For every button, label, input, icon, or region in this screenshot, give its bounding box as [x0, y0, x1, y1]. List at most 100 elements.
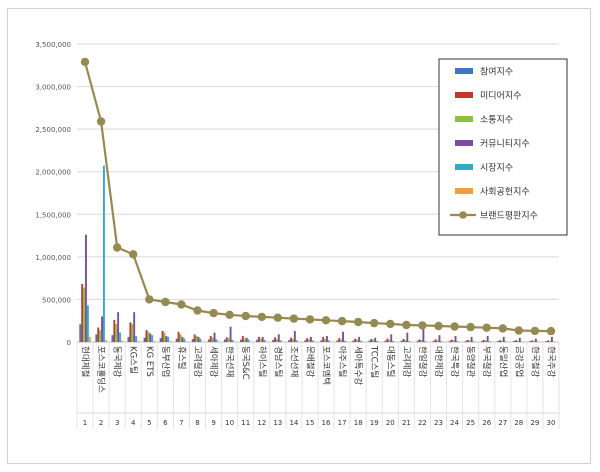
- bar-1-24: [448, 340, 451, 342]
- rank-label: 7: [179, 419, 183, 427]
- rank-label: 29: [530, 419, 539, 427]
- bar-4-22: [422, 329, 425, 342]
- line-point-16: [321, 316, 331, 325]
- x-tick-label: 동국제강: [112, 346, 123, 377]
- bar-3-15: [308, 339, 310, 342]
- bar-5-12: [263, 339, 266, 342]
- x-tick-label: 동일산업: [497, 346, 508, 377]
- bar-5-25: [472, 341, 475, 342]
- bar-5-14: [295, 340, 298, 342]
- legend-label: 미디어지수: [480, 91, 521, 102]
- bar-6-3: [120, 340, 123, 342]
- bar-1-7: [175, 338, 178, 342]
- legend-label: 브랜드평판지수: [480, 211, 538, 222]
- rank-label: 23: [434, 419, 443, 427]
- rank-label: 19: [370, 419, 379, 427]
- bar-4-5: [149, 333, 152, 342]
- bar-3-9: [211, 337, 214, 342]
- bar-4-15: [309, 336, 312, 342]
- bar-4-16: [326, 336, 328, 342]
- bar-3-22: [420, 340, 423, 342]
- bar-4-2: [101, 316, 103, 342]
- rank-label: 6: [163, 419, 168, 427]
- bar-3-6: [163, 332, 166, 342]
- line-point-2: [96, 117, 106, 126]
- rank-label: 3: [115, 419, 119, 427]
- line-point-25: [466, 322, 475, 332]
- line-point-28: [514, 326, 523, 335]
- bar-4-23: [438, 335, 441, 342]
- x-tick-label: 동부산업: [160, 346, 171, 377]
- x-tick-label: 문배철강: [305, 346, 316, 377]
- bar-1-5: [143, 337, 146, 342]
- bar-6-6: [169, 341, 172, 342]
- bar-3-27: [500, 340, 503, 342]
- bar-3-7: [179, 334, 182, 342]
- legend-swatch: [455, 116, 473, 122]
- line-point-20: [386, 319, 395, 329]
- bar-4-20: [390, 334, 393, 342]
- x-tick-label: 한국철강: [529, 346, 540, 377]
- line-point-11: [241, 311, 250, 321]
- bar-4-24: [454, 336, 457, 342]
- rank-label: 12: [257, 419, 266, 427]
- line-point-1: [80, 57, 90, 67]
- rank-label: 4: [131, 419, 136, 427]
- y-tick-label: 1,000,000: [35, 254, 71, 262]
- bar-4-4: [133, 312, 136, 342]
- line-point-8: [193, 306, 202, 315]
- line-point-17: [337, 316, 347, 326]
- bar-2-7: [177, 331, 180, 342]
- bar-4-11: [245, 337, 248, 342]
- bar-1-20: [384, 340, 387, 342]
- bar-2-13: [274, 337, 276, 342]
- bar-5-4: [135, 336, 138, 342]
- rank-label: 5: [147, 419, 151, 427]
- bar-1-21: [400, 340, 403, 342]
- bar-2-10: [225, 337, 228, 342]
- x-tick-label: 한국주강: [546, 346, 557, 377]
- line-point-24: [450, 322, 459, 331]
- line-point-18: [354, 317, 363, 327]
- rank-label: 2: [99, 419, 103, 427]
- bar-3-25: [468, 340, 471, 342]
- bar-4-12: [261, 336, 264, 342]
- bar-2-1: [81, 284, 84, 342]
- bar-3-20: [388, 339, 391, 342]
- legend-swatch: [455, 68, 473, 74]
- line-point-5: [145, 295, 154, 304]
- x-tick-label: 휴스틸: [176, 346, 186, 369]
- bar-1-30: [545, 341, 548, 342]
- rank-label: 8: [195, 419, 199, 427]
- line-point-14: [289, 314, 299, 323]
- bar-3-12: [259, 338, 262, 342]
- bar-5-21: [408, 341, 411, 342]
- legend-swatch: [455, 140, 473, 146]
- x-tick-label: 동국S&C: [240, 346, 250, 380]
- bar-5-7: [183, 338, 186, 342]
- bar-6-1: [88, 336, 91, 342]
- bar-5-15: [311, 340, 314, 342]
- bar-3-11: [243, 338, 246, 342]
- bar-5-20: [392, 340, 395, 342]
- bar-4-17: [342, 331, 344, 342]
- bar-5-13: [279, 340, 282, 342]
- bar-4-26: [486, 336, 489, 342]
- bar-4-18: [358, 336, 361, 342]
- bar-2-17: [338, 338, 341, 342]
- bar-1-13: [272, 339, 275, 342]
- legend-line-marker: [459, 211, 467, 219]
- bar-6-7: [185, 341, 188, 342]
- rank-label: 9: [211, 419, 215, 427]
- bar-5-29: [536, 341, 539, 342]
- bar-5-19: [376, 340, 379, 342]
- bar-4-8: [197, 336, 200, 342]
- rank-label: 25: [466, 419, 475, 427]
- y-tick-label: 2,000,000: [35, 169, 71, 177]
- line-point-6: [161, 297, 170, 307]
- bar-6-2: [104, 340, 107, 342]
- line-point-15: [305, 315, 315, 324]
- bar-4-25: [470, 336, 473, 342]
- bar-2-23: [434, 339, 437, 342]
- bar-2-4: [129, 322, 132, 342]
